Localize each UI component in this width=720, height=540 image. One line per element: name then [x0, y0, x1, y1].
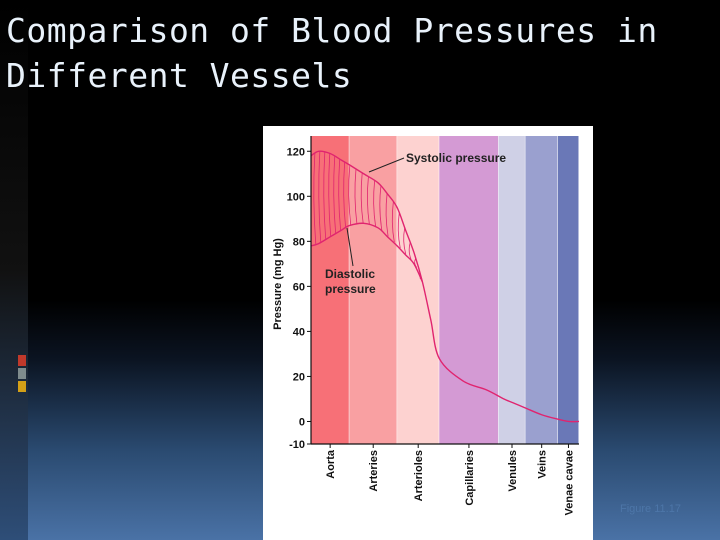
pulse-hatch-line — [328, 153, 332, 238]
y-tick-label: 20 — [293, 371, 305, 383]
y-tick-label: 100 — [287, 191, 305, 203]
accent-bar-gold — [18, 381, 26, 392]
y-tick-label: 120 — [287, 146, 305, 158]
pulse-hatch-line — [323, 152, 327, 241]
region-band-arterioles — [397, 136, 440, 444]
region-band-aorta — [311, 136, 350, 444]
accent-bars — [18, 355, 26, 394]
y-tick-label: 0 — [299, 416, 305, 428]
pulse-hatch-line — [343, 162, 347, 229]
pulse-hatch-line — [313, 153, 317, 245]
blood-pressure-chart: Aorta Arteries Arterioles Capillaries Venule… — [272, 136, 580, 515]
pulse-hatch-line — [366, 176, 370, 225]
category-label: Arterioles — [413, 450, 425, 501]
series-line-systolic-pressure — [310, 150, 580, 423]
y-tick-label: 40 — [293, 326, 305, 338]
region-band-arteries — [349, 136, 398, 444]
slide-title-line1: Comparison of Blood Pressures in — [6, 11, 658, 50]
pulse-hatch-line — [318, 151, 322, 243]
y-tick-label: -10 — [289, 439, 305, 451]
pulse-hatch-line — [403, 227, 407, 255]
pulse-hatch-line — [379, 186, 383, 231]
diastolic-leader-line — [346, 227, 354, 267]
systolic-annotation: Systolic pressure — [406, 151, 506, 165]
slide-title-line2: Different Vessels — [6, 56, 353, 95]
left-decorative-strip — [0, 0, 28, 540]
series-line-diastolic-pressure — [310, 222, 424, 283]
pulse-hatch-line — [373, 180, 377, 227]
category-label: Venae cavae — [563, 450, 575, 515]
region-band-veins — [525, 136, 558, 444]
diastolic-annotation-line2: pressure — [325, 282, 376, 296]
category-label: Arteries — [368, 450, 380, 492]
figure-caption: Figure 11.17 — [620, 503, 681, 515]
pulse-hatch-line — [333, 156, 337, 235]
accent-bar-red — [18, 355, 26, 366]
y-tick-label: 80 — [293, 236, 305, 248]
region-band-capillaries — [439, 136, 499, 444]
diastolic-annotation-line1: Diastolic — [325, 267, 375, 281]
pulse-hatch-line — [408, 242, 412, 260]
category-label: Venules — [507, 450, 519, 492]
region-band-venules — [498, 136, 526, 444]
category-label: Aorta — [325, 449, 337, 479]
systolic-leader-line — [368, 157, 405, 173]
category-label: Capillaries — [464, 450, 476, 506]
pulse-hatch-line — [338, 159, 342, 232]
chart-figure: Aorta Arteries Arterioles Capillaries Venule… — [263, 126, 593, 540]
accent-bar-gray — [18, 368, 26, 379]
pulse-hatch-line — [360, 172, 364, 224]
region-band-venae-cavae — [557, 136, 579, 444]
category-label: Veins — [537, 450, 549, 479]
y-tick-label: 60 — [293, 281, 305, 293]
pulse-hatch-line — [354, 168, 358, 225]
pulse-hatch-line — [348, 165, 352, 226]
pulse-hatch-line — [385, 193, 389, 237]
pulse-hatch-line — [391, 202, 395, 243]
slide-title: Comparison of Blood Pressures in Differe… — [6, 8, 706, 98]
pulse-hatch-line — [397, 213, 401, 249]
y-axis-label: Pressure (mg Hg) — [272, 238, 284, 330]
